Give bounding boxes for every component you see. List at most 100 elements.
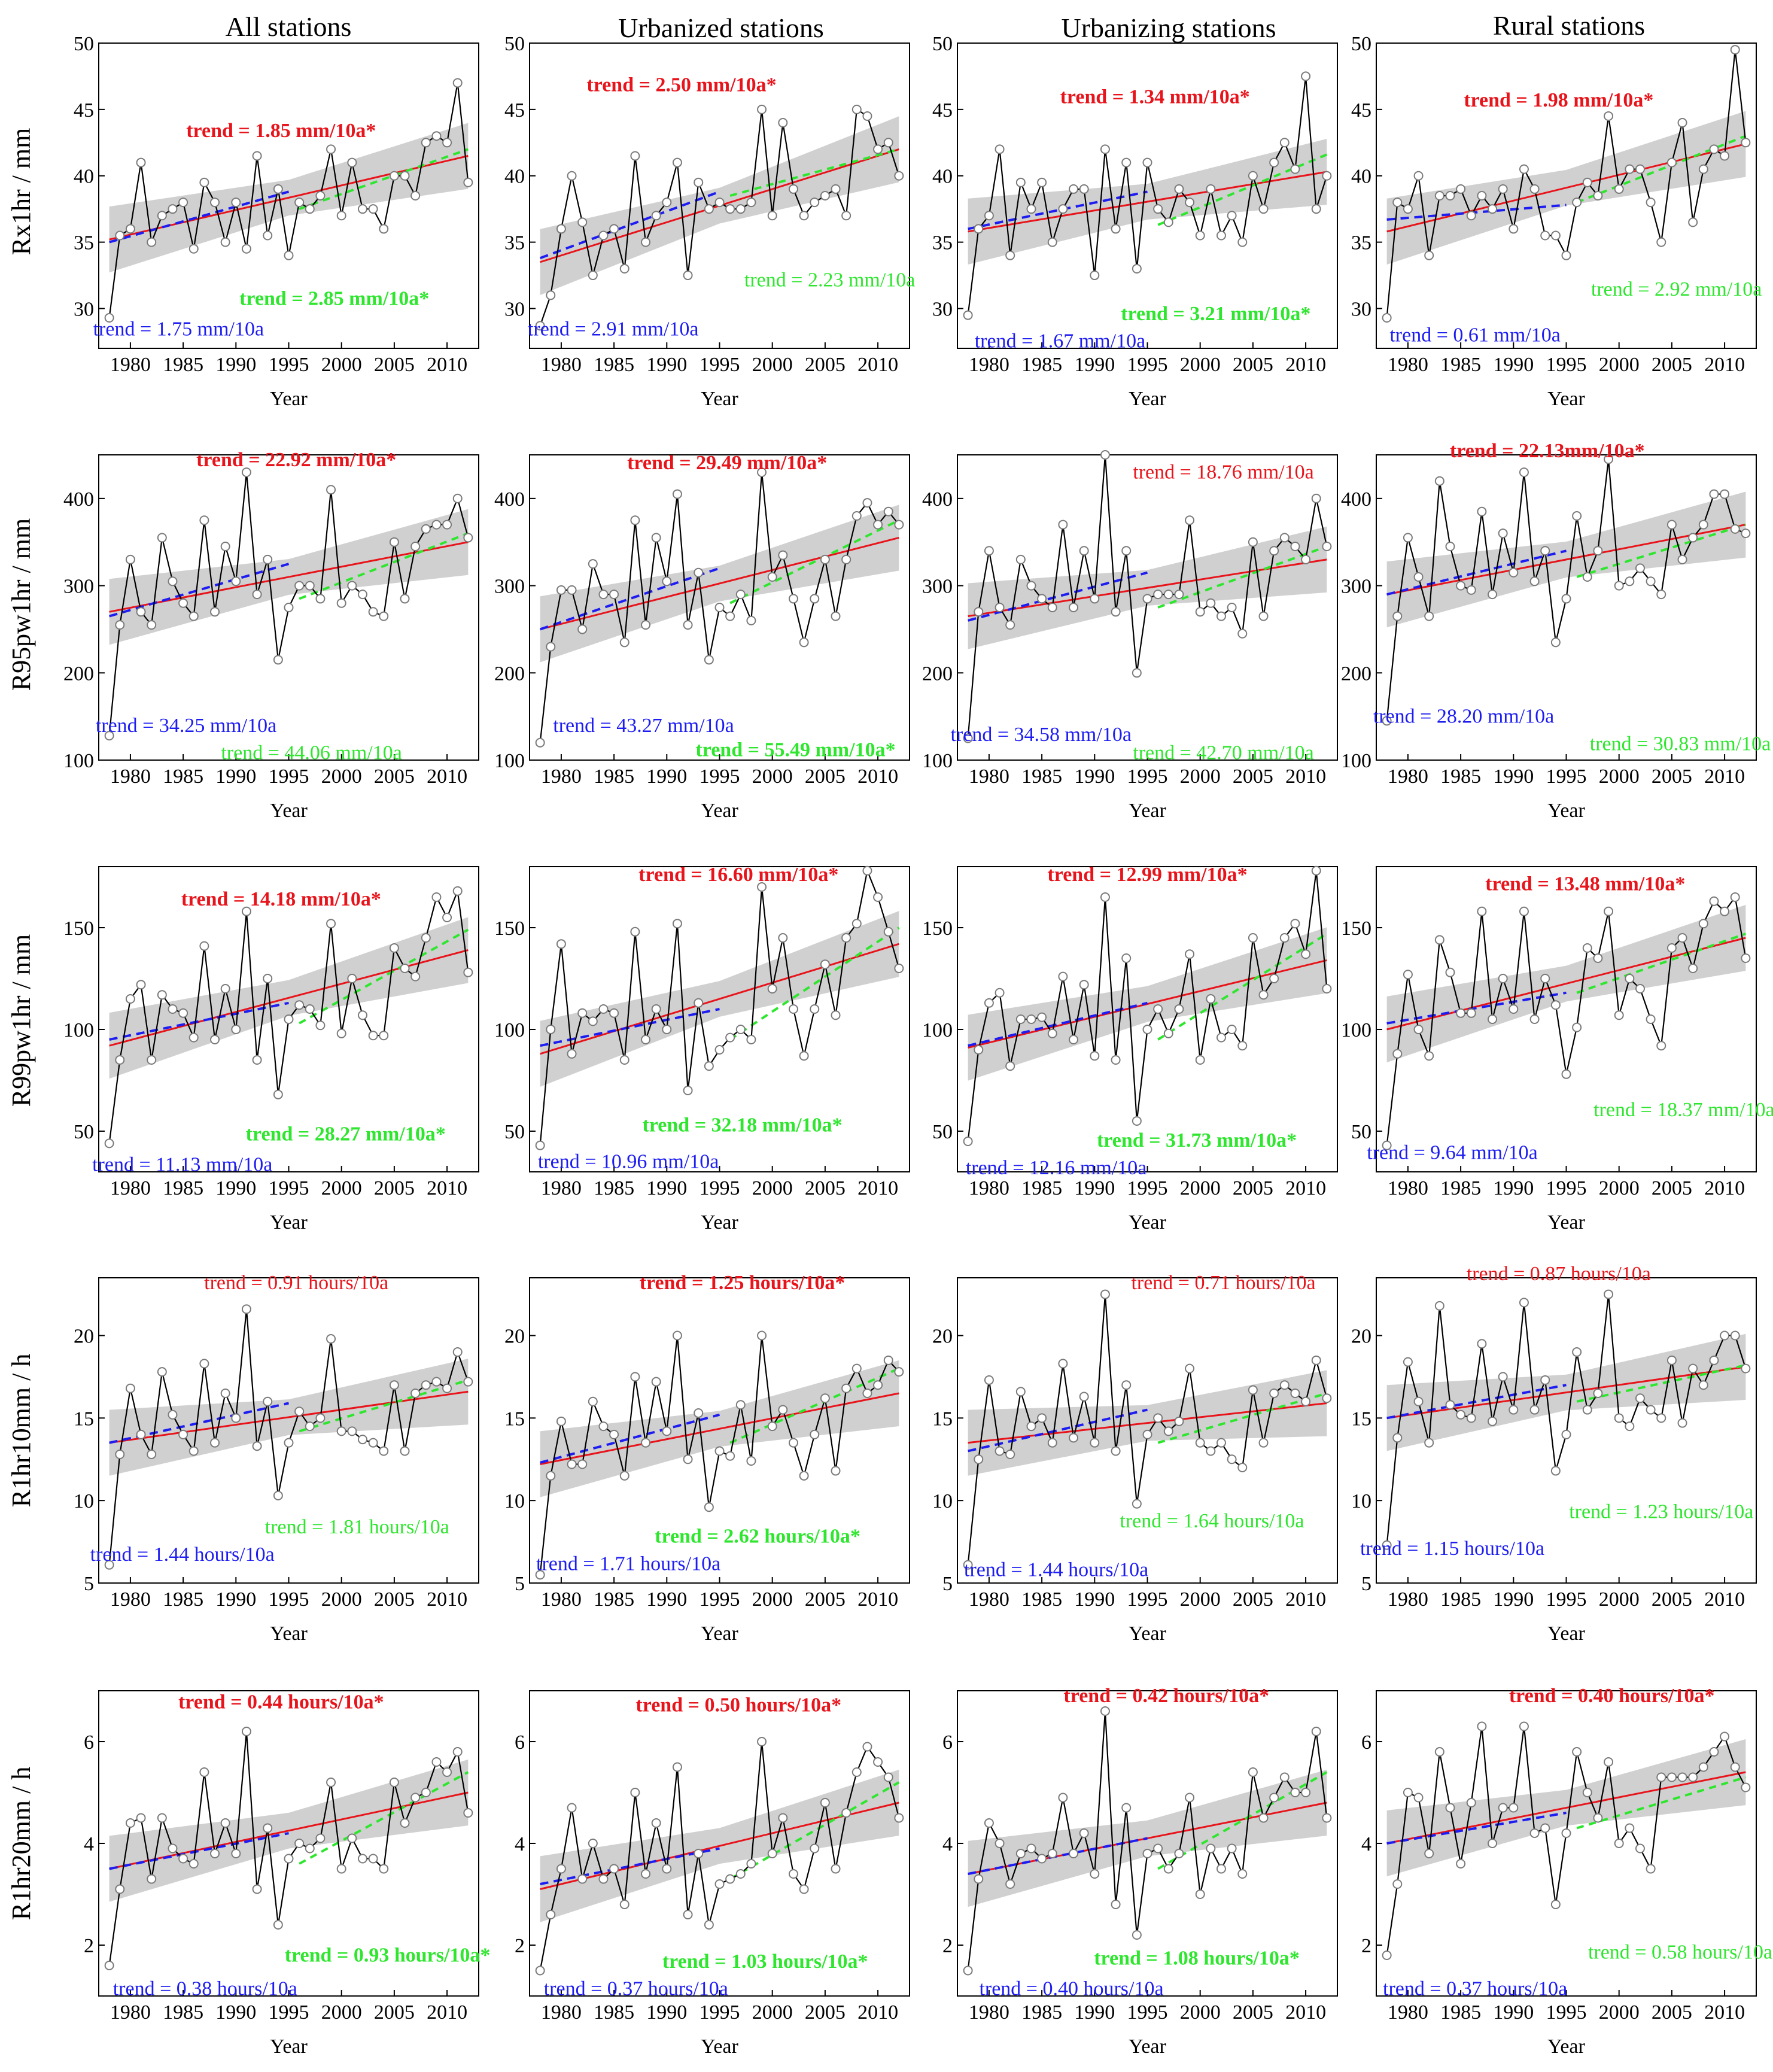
data-point bbox=[284, 1854, 294, 1864]
data-point bbox=[725, 1874, 735, 1884]
trend-line-red bbox=[540, 1392, 899, 1465]
panel-rx1hr-urbanizing: 1980 1985 1990 1995 2000 2005 2010 Year 30 35 40 45… bbox=[932, 33, 1338, 410]
x-tick-label: 1990 bbox=[646, 2001, 687, 2024]
data-point bbox=[1100, 1289, 1110, 1299]
data-point bbox=[1227, 1843, 1237, 1854]
data-point bbox=[1258, 611, 1269, 621]
data-point bbox=[1026, 581, 1036, 591]
data-point bbox=[1142, 1849, 1152, 1858]
x-tick-label: 1980 bbox=[969, 354, 1009, 376]
data-point bbox=[1550, 1466, 1561, 1476]
x-axis-label: Year bbox=[1129, 2035, 1166, 2058]
data-point bbox=[984, 211, 994, 221]
x-tick-label: 1985 bbox=[1440, 765, 1481, 788]
data-point bbox=[210, 1438, 220, 1448]
data-point bbox=[1445, 1400, 1455, 1410]
data-point bbox=[1258, 990, 1269, 1000]
data-point bbox=[431, 519, 442, 530]
data-point bbox=[672, 157, 682, 168]
trend-label-red: trend = 1.25 hours/10a* bbox=[640, 1272, 846, 1294]
y-tick-label: 30 bbox=[74, 298, 94, 320]
data-point bbox=[725, 1451, 735, 1461]
trend-label-blue: trend = 34.25 mm/10a bbox=[96, 715, 276, 737]
data-point bbox=[588, 1016, 598, 1026]
trend-label-red: trend = 13.48 mm/10a* bbox=[1485, 873, 1685, 895]
data-point bbox=[463, 1808, 473, 1818]
y-tick-label: 20 bbox=[1351, 1325, 1371, 1347]
trend-label-blue: trend = 9.64 mm/10a bbox=[1367, 1141, 1537, 1163]
y-tick-label: 4 bbox=[1361, 1833, 1371, 1855]
trend-label-blue: trend = 0.40 hours/10a bbox=[979, 1978, 1163, 2000]
data-point bbox=[588, 1839, 598, 1848]
data-point bbox=[442, 1383, 452, 1393]
data-point bbox=[1216, 1438, 1226, 1448]
trend-label-green: trend = 55.49 mm/10a* bbox=[695, 739, 895, 761]
y-tick-label: 10 bbox=[1351, 1490, 1371, 1512]
x-tick-label: 2010 bbox=[427, 1177, 467, 1199]
data-point bbox=[326, 1334, 336, 1344]
x-tick-label: 2000 bbox=[752, 354, 793, 376]
trend-label-blue: trend = 2.91 mm/10a bbox=[528, 318, 698, 340]
x-tick-label: 2005 bbox=[1652, 2001, 1692, 2024]
data-point bbox=[1005, 1449, 1015, 1459]
data-point bbox=[284, 1438, 294, 1448]
data-point bbox=[1058, 971, 1068, 982]
data-point bbox=[188, 1859, 199, 1869]
x-tick-label: 1995 bbox=[1127, 1588, 1168, 1611]
data-point bbox=[168, 204, 178, 214]
data-point bbox=[1132, 1116, 1142, 1126]
y-tick-label: 35 bbox=[74, 232, 94, 254]
data-point bbox=[567, 1803, 577, 1813]
data-point bbox=[1248, 1385, 1258, 1395]
data-point bbox=[252, 1441, 262, 1451]
data-point bbox=[556, 939, 566, 949]
data-point bbox=[788, 594, 798, 604]
x-axis-label: Year bbox=[1547, 2035, 1585, 2058]
x-tick-label: 1985 bbox=[163, 2001, 203, 2024]
data-point bbox=[1005, 1879, 1015, 1889]
data-point bbox=[1677, 1772, 1687, 1782]
data-point bbox=[598, 230, 609, 241]
x-tick-label: 2005 bbox=[1652, 765, 1692, 788]
data-point bbox=[757, 882, 767, 892]
data-point bbox=[379, 1864, 389, 1874]
data-point bbox=[831, 1466, 841, 1476]
data-point bbox=[1741, 138, 1751, 148]
data-point bbox=[1100, 892, 1110, 902]
data-point bbox=[810, 1843, 820, 1854]
data-point bbox=[442, 1767, 452, 1777]
y-tick-label: 40 bbox=[504, 166, 525, 188]
data-point bbox=[735, 1025, 746, 1034]
data-point bbox=[136, 1813, 146, 1823]
data-point bbox=[963, 1137, 973, 1146]
data-point bbox=[1185, 515, 1195, 525]
row-label-r1hr20mm: R1hr20mm / h bbox=[7, 1767, 36, 1921]
data-point bbox=[862, 1742, 872, 1752]
data-point bbox=[1445, 1803, 1455, 1813]
y-tick-label: 300 bbox=[1341, 576, 1371, 598]
x-tick-label: 2010 bbox=[427, 765, 467, 788]
trend-label-green: trend = 42.70 mm/10a bbox=[1133, 742, 1313, 764]
data-point bbox=[1163, 1426, 1173, 1436]
data-point bbox=[995, 603, 1005, 612]
x-tick-label: 2005 bbox=[374, 354, 415, 376]
y-tick-label: 150 bbox=[1341, 917, 1371, 940]
data-point bbox=[974, 607, 984, 617]
x-tick-label: 2000 bbox=[1599, 765, 1640, 788]
data-point bbox=[1079, 184, 1089, 194]
trend-line-red bbox=[109, 541, 469, 613]
data-point bbox=[1561, 1828, 1571, 1838]
data-point bbox=[452, 493, 463, 503]
data-point bbox=[1121, 546, 1132, 556]
panel-r1hr10mm-all: 1980 1985 1990 1995 2000 2005 2010 Year 5 10 15 20 t… bbox=[74, 1272, 479, 1645]
data-point bbox=[1593, 191, 1603, 200]
y-tick-label: 15 bbox=[1351, 1408, 1371, 1430]
data-point bbox=[1550, 637, 1561, 648]
x-tick-label: 1995 bbox=[269, 1588, 309, 1611]
data-point bbox=[1677, 118, 1687, 128]
panel-r1hr10mm-urbanizing: 1980 1985 1990 1995 2000 2005 2010 Year 5 10 15 20 t… bbox=[932, 1272, 1338, 1645]
x-tick-label: 1985 bbox=[594, 2001, 634, 2024]
data-point bbox=[1646, 1014, 1656, 1024]
data-point bbox=[294, 198, 305, 208]
